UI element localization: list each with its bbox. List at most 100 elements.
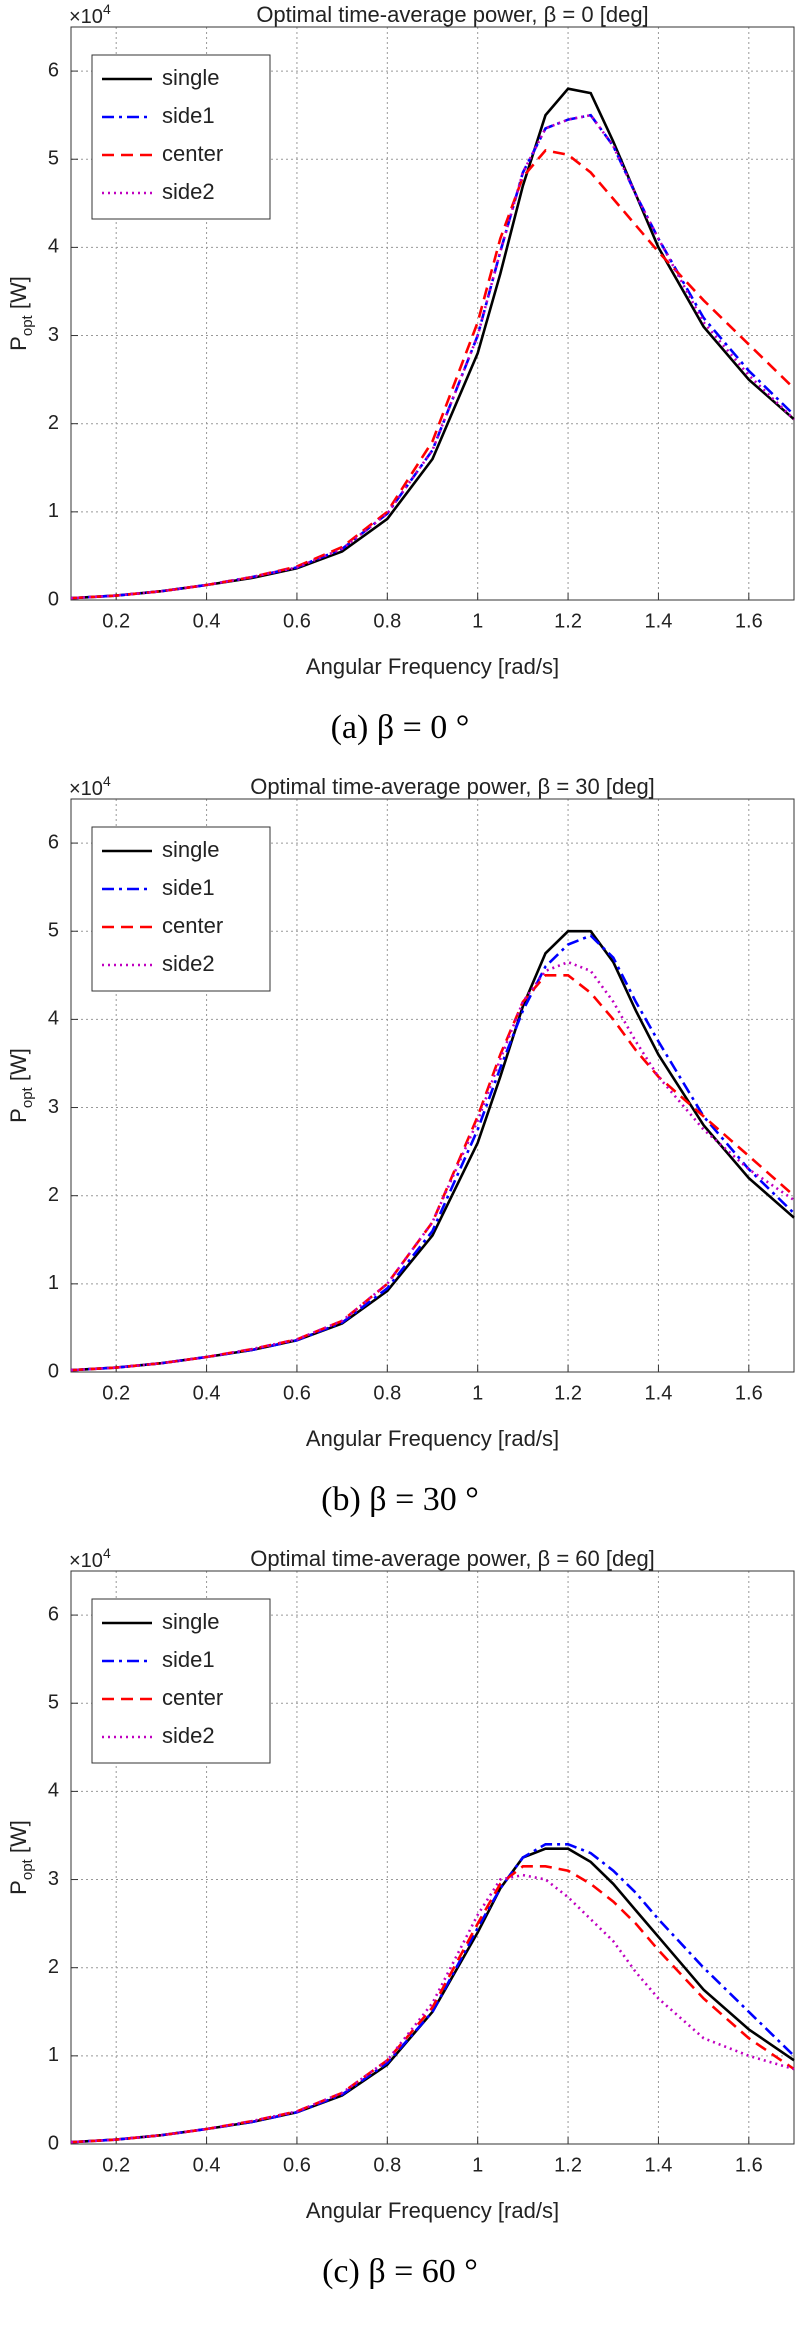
y-multiplier-base: ×10	[69, 6, 103, 28]
legend-label: center	[162, 1685, 223, 1710]
legend-label: center	[162, 141, 223, 166]
x-tick-label: 1.6	[735, 610, 763, 632]
y-label-main: P	[6, 336, 31, 351]
x-axis-label: Angular Frequency [rad/s]	[306, 654, 559, 679]
y-multiplier-base: ×10	[69, 1550, 103, 1572]
y-tick-label: 0	[48, 588, 59, 610]
chart-title: Optimal time-average power, β = 60 [deg]	[250, 1546, 655, 1571]
plot-frame	[70, 798, 795, 1373]
y-label-sub: opt	[19, 1086, 36, 1108]
x-tick-label: 0.6	[283, 1382, 311, 1404]
x-tick-label: 0.4	[193, 610, 221, 632]
x-tick-label: 0.8	[373, 1382, 401, 1404]
y-label-main: P	[6, 1108, 31, 1123]
y-label-unit: [W]	[6, 276, 31, 309]
y-label-sub: opt	[19, 314, 36, 336]
legend-box	[91, 54, 271, 220]
x-tick-label: 0.4	[193, 2154, 221, 2176]
y-tick-label: 0	[48, 2132, 59, 2154]
series-line	[70, 113, 795, 600]
x-tick-label: 1.6	[735, 2154, 763, 2176]
y-axis-label: Popt [W]	[6, 1048, 37, 1123]
y-multiplier-exponent: 4	[103, 773, 111, 789]
legend-label: single	[162, 837, 219, 862]
y-label-unit: [W]	[6, 1048, 31, 1081]
y-tick-label: 5	[48, 920, 59, 942]
x-tick-label: 0.2	[102, 610, 130, 632]
x-tick-label: 1.2	[554, 2154, 582, 2176]
chart-panel: 0.2 0.4 0.6 0.8 1 1.2 1.4 1.6 0 1 2 3 4 5 6 single side1…	[6, 1545, 795, 2290]
y-tick-label: 3	[48, 324, 59, 346]
y-multiplier: ×104	[69, 773, 111, 801]
series-line	[70, 1864, 795, 2144]
y-label-main: P	[6, 1880, 31, 1895]
plot-frame	[70, 26, 795, 601]
x-tick-label: 0.2	[102, 1382, 130, 1404]
x-axis-label: Angular Frequency [rad/s]	[306, 2198, 559, 2223]
legend-label: side1	[162, 1647, 215, 1672]
y-label-unit: [W]	[6, 1820, 31, 1853]
chart-title: Optimal time-average power, β = 0 [deg]	[256, 2, 648, 27]
y-tick-label: 1	[48, 1272, 59, 1294]
y-tick-label: 3	[48, 1096, 59, 1118]
y-tick-label: 2	[48, 412, 59, 434]
y-tick-label: 5	[48, 148, 59, 170]
plot-frame	[70, 1570, 795, 2145]
x-tick-label: 0.6	[283, 610, 311, 632]
caption: (b) β = 30 °	[321, 1481, 479, 1518]
y-multiplier-exponent: 4	[103, 1545, 111, 1561]
series-line	[70, 974, 795, 1372]
legend-label: side1	[162, 103, 215, 128]
x-tick-label: 0.4	[193, 1382, 221, 1404]
legend-label: single	[162, 65, 219, 90]
y-tick-label: 1	[48, 500, 59, 522]
x-tick-label: 1	[472, 610, 483, 632]
y-multiplier-exponent: 4	[103, 1, 111, 17]
y-tick-label: 1	[48, 2044, 59, 2066]
x-tick-label: 0.8	[373, 2154, 401, 2176]
legend-label: side2	[162, 951, 215, 976]
y-tick-label: 5	[48, 1692, 59, 1714]
y-label-sub: opt	[19, 1858, 36, 1880]
y-tick-label: 2	[48, 1184, 59, 1206]
x-tick-label: 0.2	[102, 2154, 130, 2176]
y-tick-label: 6	[48, 831, 59, 853]
x-tick-label: 0.8	[373, 610, 401, 632]
legend-label: center	[162, 913, 223, 938]
y-axis-label: Popt [W]	[6, 1820, 37, 1895]
caption: (c) β = 60 °	[322, 2253, 478, 2290]
chart-panel: 0.2 0.4 0.6 0.8 1 1.2 1.4 1.6 0 1 2 3 4 5 6 single side1…	[6, 773, 795, 1518]
legend-label: side1	[162, 875, 215, 900]
y-tick-label: 4	[48, 1780, 59, 1802]
chart-title: Optimal time-average power, β = 30 [deg]	[250, 774, 655, 799]
legend-label: single	[162, 1609, 219, 1634]
x-tick-label: 0.6	[283, 2154, 311, 2176]
y-tick-label: 4	[48, 236, 59, 258]
caption: (a) β = 0 °	[331, 709, 470, 746]
x-tick-label: 1	[472, 2154, 483, 2176]
series-line	[70, 148, 795, 600]
legend-label: side2	[162, 179, 215, 204]
legend-box	[91, 826, 271, 992]
chart-panel: 0.2 0.4 0.6 0.8 1 1.2 1.4 1.6 0 1 2 3 4 5 6 single side1…	[6, 1, 795, 746]
legend-label: side2	[162, 1723, 215, 1748]
x-tick-label: 1	[472, 1382, 483, 1404]
y-multiplier: ×104	[69, 1545, 111, 1573]
y-tick-label: 4	[48, 1008, 59, 1030]
y-tick-label: 6	[48, 59, 59, 81]
x-axis-label: Angular Frequency [rad/s]	[306, 1426, 559, 1451]
x-tick-label: 1.4	[645, 610, 673, 632]
x-tick-label: 1.2	[554, 1382, 582, 1404]
legend-box	[91, 1598, 271, 1764]
y-multiplier: ×104	[69, 1, 111, 29]
y-axis-label: Popt [W]	[6, 276, 37, 351]
series-line	[70, 1873, 795, 2144]
y-tick-label: 2	[48, 1956, 59, 1978]
x-tick-label: 1.6	[735, 1382, 763, 1404]
series-line	[70, 960, 795, 1372]
y-tick-label: 0	[48, 1360, 59, 1382]
x-tick-label: 1.4	[645, 1382, 673, 1404]
y-multiplier-base: ×10	[69, 778, 103, 800]
x-tick-label: 1.2	[554, 610, 582, 632]
